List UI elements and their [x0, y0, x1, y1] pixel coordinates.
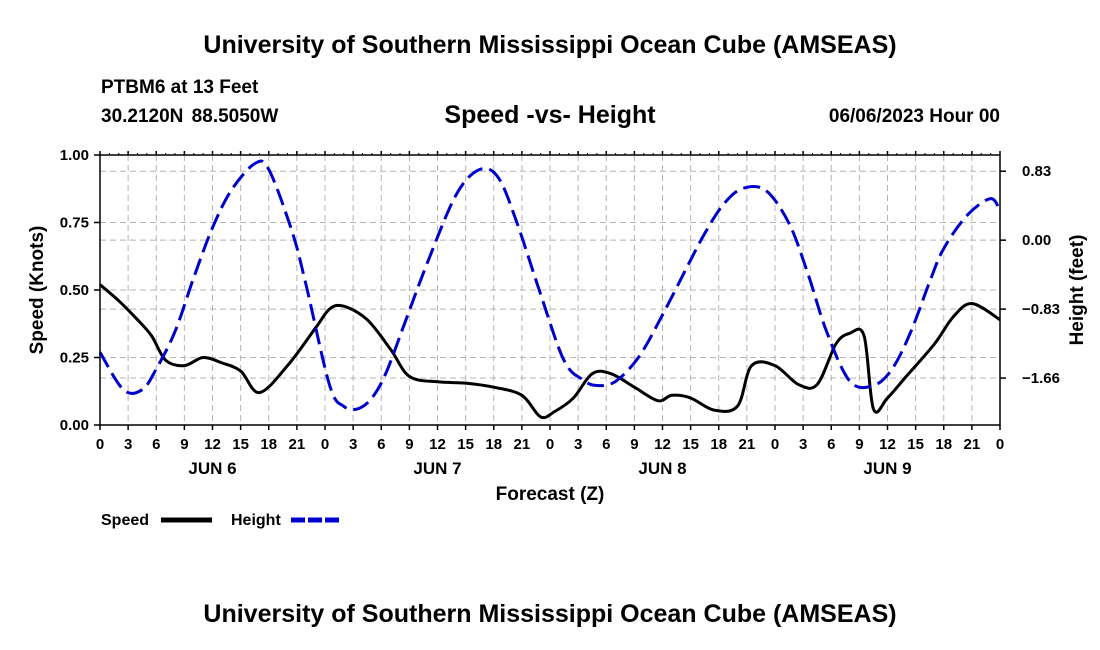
x-tick-label: 0	[771, 436, 779, 453]
station-label: PTBM6 at 13 Feet	[101, 77, 259, 98]
day-label: JUN 8	[638, 459, 686, 478]
x-tick-label: 9	[180, 436, 188, 453]
y-tick-label: 1.00	[60, 147, 89, 164]
legend-height-label: Height	[231, 512, 281, 529]
chart-legend: Speed Height	[101, 512, 342, 529]
x-tick-label: 6	[377, 436, 385, 453]
series-line-speed	[99, 283, 1001, 420]
x-tick-label: 15	[907, 436, 924, 453]
x-tick-label: 9	[855, 436, 863, 453]
x-tick-label: 15	[457, 436, 474, 453]
x-tick-label: 12	[204, 436, 221, 453]
y2-tick-label: −1.66	[1022, 370, 1060, 387]
x-tick-label: 12	[654, 436, 671, 453]
x-tick-label: 6	[152, 436, 160, 453]
y2-tick-label: 0.00	[1022, 232, 1051, 249]
x-tick-label: 18	[260, 436, 277, 453]
y-axis-title: Speed (Knots)	[27, 226, 48, 355]
forecast-datetime: 06/06/2023 Hour 00	[828, 106, 1000, 127]
y-tick-label: 0.75	[60, 215, 89, 232]
x-tick-label: 12	[879, 436, 896, 453]
chart-series	[98, 159, 1002, 420]
x-tick-label: 18	[485, 436, 502, 453]
x-axis-title: Forecast (Z)	[496, 484, 605, 505]
x-tick-label: 3	[799, 436, 807, 453]
x-tick-label: 0	[96, 436, 104, 453]
y2-tick-label: 0.83	[1022, 163, 1051, 180]
page-title: University of Southern Mississippi Ocean…	[203, 31, 897, 59]
x-tick-label: 21	[514, 436, 531, 453]
x-tick-label: 9	[405, 436, 413, 453]
x-tick-label: 3	[574, 436, 582, 453]
x-tick-label: 0	[321, 436, 329, 453]
x-tick-label: 6	[602, 436, 610, 453]
x-tick-label: 18	[935, 436, 952, 453]
x-tick-label: 0	[546, 436, 554, 453]
x-tick-label: 6	[827, 436, 835, 453]
footer-title: University of Southern Mississippi Ocean…	[203, 600, 897, 628]
y2-tick-label: −0.83	[1022, 301, 1060, 318]
x-tick-label: 15	[682, 436, 699, 453]
day-label: JUN 6	[188, 459, 236, 478]
station-coordinates: 30.2120N 88.5050W	[101, 106, 279, 127]
x-tick-label: 21	[289, 436, 306, 453]
day-label: JUN 7	[413, 459, 461, 478]
chart-axes: 0 3 6 9 12 15 18 21 0 3 6 9 12 15 18 21 0 3 6 9 12 15 18 21 0 3 6 9…	[60, 147, 1060, 478]
y2-axis-title: Height (feet)	[1067, 235, 1088, 346]
x-tick-label: 21	[964, 436, 981, 453]
chart-subtitle: Speed -vs- Height	[444, 101, 656, 129]
day-label: JUN 9	[863, 459, 911, 478]
x-tick-label: 12	[429, 436, 446, 453]
x-tick-label: 18	[710, 436, 727, 453]
x-tick-label: 3	[124, 436, 132, 453]
x-tick-label: 0	[996, 436, 1004, 453]
chart-grid	[100, 155, 1000, 425]
series-line-height	[98, 159, 1002, 412]
x-tick-label: 21	[739, 436, 756, 453]
y-tick-label: 0.50	[60, 282, 89, 299]
legend-speed-label: Speed	[101, 512, 149, 529]
chart-labels: Forecast (Z) Speed (Knots) Height (feet)	[27, 226, 1088, 505]
x-tick-label: 3	[349, 436, 357, 453]
x-tick-label: 9	[630, 436, 638, 453]
y-tick-label: 0.25	[60, 350, 89, 367]
y-tick-label: 0.00	[60, 417, 89, 434]
x-tick-label: 15	[232, 436, 249, 453]
